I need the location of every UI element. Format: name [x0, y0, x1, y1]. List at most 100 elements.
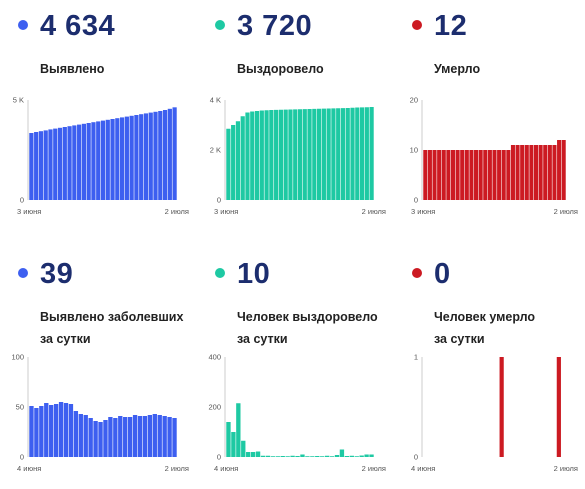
bar	[259, 110, 264, 200]
bar	[157, 415, 162, 457]
chart-daily-deaths: 0 1 4 июня 2 июля	[411, 353, 578, 474]
bar	[474, 150, 479, 200]
bar	[44, 403, 49, 457]
panel-label-line1: Человек умерло	[434, 310, 536, 324]
y-tick-label: 400	[208, 353, 221, 362]
bar	[250, 111, 255, 200]
bar	[345, 108, 350, 200]
bar	[336, 108, 341, 200]
bar	[119, 117, 125, 200]
bar	[437, 150, 442, 200]
x-tick-label: 2 июля	[165, 207, 189, 216]
bar	[152, 414, 157, 457]
bar	[364, 454, 369, 457]
panel-value: 4 634	[40, 10, 116, 42]
bar	[270, 456, 276, 457]
bar	[510, 145, 515, 200]
bar	[129, 115, 134, 200]
panel-label-line2: за сутки	[434, 332, 485, 346]
y-tick-label: 20	[410, 96, 418, 105]
bar	[49, 405, 54, 457]
legend-dot-icon	[215, 268, 225, 278]
panel-deaths: 12 Умерло 0 10 20 3 июня 2 июля	[398, 0, 585, 240]
panel-label-line1: Выявлено заболевших	[40, 310, 184, 324]
bar	[501, 150, 506, 200]
bar	[478, 150, 483, 200]
bar	[139, 114, 144, 200]
bar	[245, 112, 250, 200]
panel-label-line1: Выздоровело	[237, 62, 324, 76]
bar	[88, 418, 93, 457]
bar	[369, 454, 374, 457]
bar	[96, 121, 101, 200]
bar	[283, 109, 288, 200]
bar	[105, 119, 110, 200]
x-tick-label: 3 июня	[214, 207, 238, 216]
panel-label: Умерло	[434, 58, 480, 80]
panel-value: 39	[40, 258, 74, 290]
panel-label-line1: Выявлено	[40, 62, 105, 76]
chart-deaths: 0 10 20 3 июня 2 июля	[410, 96, 578, 217]
bar	[124, 116, 129, 200]
chart-daily-detected: 0 50 100 4 июня 2 июля	[11, 353, 189, 474]
bar	[515, 145, 520, 200]
bar	[506, 150, 511, 200]
y-tick-label: 2 K	[210, 146, 221, 155]
bar	[487, 150, 492, 200]
bar	[153, 111, 158, 200]
y-tick-label: 5 K	[13, 96, 24, 105]
bar	[364, 107, 369, 200]
bar	[355, 107, 360, 200]
panel-daily-recovered: 10 Человек выздоровело за сутки 0 200 400 4…	[201, 248, 391, 488]
bar	[321, 108, 326, 200]
bar	[349, 455, 354, 457]
y-tick-label: 4 K	[210, 96, 221, 105]
bar	[423, 150, 428, 200]
y-tick-label: 200	[208, 403, 221, 412]
bar	[483, 150, 488, 200]
bar	[48, 129, 53, 200]
bar	[91, 122, 96, 200]
bar	[499, 357, 504, 457]
y-tick-label: 0	[20, 453, 24, 462]
bar	[73, 411, 79, 457]
bar	[43, 130, 48, 200]
y-tick-label: 0	[414, 196, 418, 205]
bar	[29, 406, 34, 457]
bar	[167, 108, 172, 200]
legend-dot-icon	[412, 268, 422, 278]
bar	[533, 145, 539, 200]
bar	[520, 145, 525, 200]
bar	[331, 108, 336, 200]
bar	[158, 111, 163, 200]
bar	[254, 111, 260, 200]
bar	[98, 422, 103, 457]
bar	[275, 456, 280, 457]
bar	[497, 150, 502, 200]
bar	[167, 417, 172, 457]
bar	[162, 110, 168, 200]
bar	[34, 132, 39, 200]
panel-daily-deaths: 0 Человек умерло за сутки 0 1 4 июня 2 июля	[398, 248, 585, 488]
bar	[556, 357, 561, 457]
bar	[118, 416, 123, 457]
bar	[29, 133, 34, 200]
legend-dot-icon	[18, 268, 28, 278]
bar	[455, 150, 460, 200]
y-tick-label: 50	[16, 403, 24, 412]
bar	[285, 456, 290, 457]
bar	[142, 416, 148, 457]
chart-daily-recovered: 0 200 400 4 июня 2 июля	[208, 353, 386, 474]
panel-daily-detected: 39 Выявлено заболевших за сутки 0 50 100 4 …	[4, 248, 194, 488]
bar	[260, 455, 266, 457]
bar	[432, 150, 437, 200]
panel-label-line2: за сутки	[40, 332, 91, 346]
bar	[264, 110, 269, 200]
bar	[354, 456, 359, 457]
bar	[561, 140, 566, 200]
x-tick-label: 4 июня	[17, 464, 41, 473]
panel-value: 10	[237, 258, 271, 290]
bar	[441, 150, 446, 200]
bar	[339, 449, 345, 457]
bar	[93, 421, 98, 457]
